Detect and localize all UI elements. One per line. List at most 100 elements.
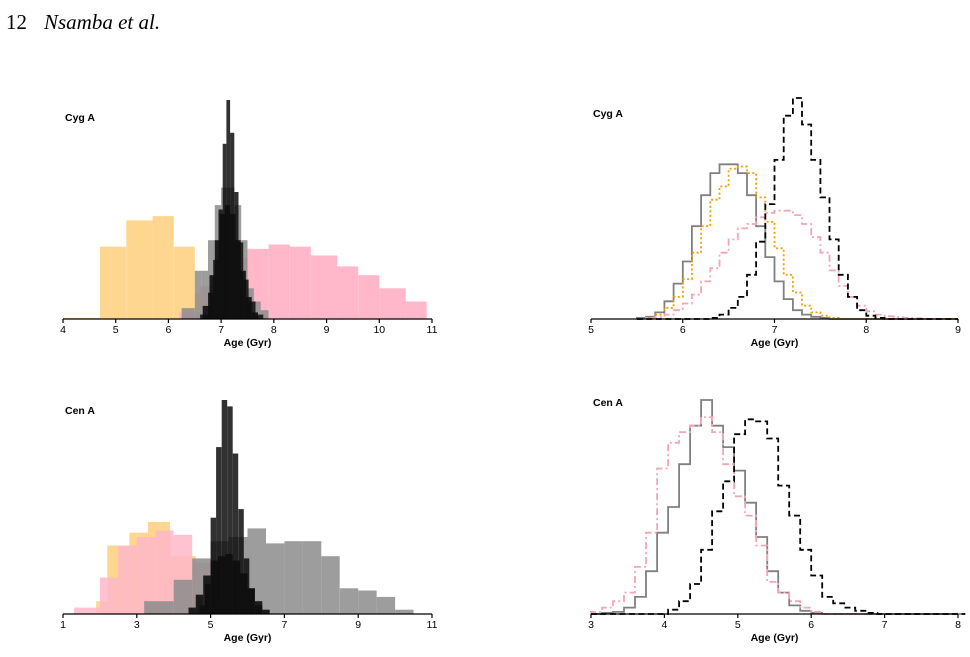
x-tick-label: 3 [134,619,140,631]
x-tick-label: 9 [955,324,961,336]
x-tick-label: 11 [427,324,438,336]
x-tick-label: 5 [208,619,214,631]
step-series-1 [591,399,966,615]
histogram-bar [74,607,100,614]
histogram-bar [230,213,236,319]
histogram-bar [152,216,174,319]
histogram-bar [339,588,359,614]
histogram-bar [173,246,195,319]
chart-title: Cen A [65,405,95,417]
histogram-bar [202,305,210,319]
step-series-3 [591,418,966,615]
running-head-authors: Nsamba et al. [44,10,161,34]
x-tick-label: 4 [60,324,66,336]
histogram-bar [136,537,156,614]
x-tick-label: 11 [427,619,438,631]
histogram-bar [284,541,303,614]
x-tick-label: 4 [661,619,667,631]
histogram-bar [379,288,406,319]
step-series-4 [636,97,958,320]
x-axis-label: Age (Gyr) [224,632,272,644]
chart-panel-2: 5 6 7 8 9 Age (Gyr) Cyg A [588,97,961,349]
histogram-bar [221,400,228,614]
histogram-bar [310,255,338,319]
x-tick-label: 6 [166,324,172,336]
histogram-bar [224,205,231,319]
histogram-bar [255,314,264,319]
histogram-bar [144,601,174,614]
x-tick-label: 8 [955,619,961,631]
x-tick-label: 1 [60,619,66,631]
histogram-bar [247,588,255,614]
histogram-bar [209,275,215,319]
histogram-bar [266,543,285,614]
x-tick-label: 7 [882,619,888,631]
step-series-1 [636,163,958,320]
histogram-bar [245,297,252,319]
x-tick-label: 6 [808,619,814,631]
histogram-bar [235,240,241,319]
histogram-bar [262,609,270,614]
histogram-bar [358,275,380,319]
page-number: 12 [6,10,27,34]
x-axis-label: Age (Gyr) [224,337,272,349]
histogram-bar [240,270,246,319]
histogram-bar [118,545,137,614]
histogram-bar [268,244,290,319]
histogram-bar [218,556,226,614]
chart-panel-3: 1 3 5 7 9 11 Age (Gyr) Cen A [60,400,438,644]
page-header: 12 Nsamba et al. [0,0,970,50]
x-tick-label: 3 [588,619,594,631]
x-tick-label: 10 [373,324,385,336]
histogram-bar [232,560,241,614]
histogram-bar [194,270,202,319]
x-tick-label: 6 [680,324,686,336]
chart-title: Cyg A [593,108,623,120]
x-tick-label: 7 [281,619,287,631]
x-tick-label: 8 [863,324,869,336]
histogram-bar [337,266,359,319]
x-tick-label: 8 [271,324,277,336]
histogram-bar [232,453,239,614]
histogram-bar [214,240,220,319]
histogram-bar [188,607,196,614]
histogram-bar [219,213,225,319]
histogram-bar [376,596,396,614]
histogram-bar [240,573,248,614]
x-tick-label: 9 [324,324,330,336]
x-tick-label: 7 [772,324,778,336]
histogram-bar [289,246,311,319]
histogram-bar [238,509,244,614]
histogram-bar [251,312,258,319]
histogram-bar [203,575,211,614]
histogram-bar [181,308,195,320]
histogram-series-5 [202,205,258,319]
histogram-bar [195,594,204,614]
histogram-bar [358,590,377,614]
histogram-bar [99,577,119,614]
histogram-bar [173,579,193,614]
histogram-bar [260,310,269,319]
histogram-bar [254,601,263,614]
histogram-bar [210,560,218,614]
histogram-bar [405,301,427,319]
x-tick-label: 5 [588,324,594,336]
chart-title: Cyg A [65,112,95,124]
histogram-bar [321,556,340,614]
histogram-bar [216,447,222,614]
histogram-bar [201,270,208,319]
histogram-bar [227,406,233,614]
histogram-bar [395,609,414,614]
chart-title: Cen A [593,397,623,409]
histogram-bar [126,220,153,319]
step-series-2 [636,165,958,320]
x-tick-label: 5 [735,619,741,631]
chart-panel-1: 4 5 6 7 8 9 10 11 Age (Gyr) Cyg A [60,100,438,349]
x-axis-label: Age (Gyr) [751,337,799,349]
histogram-bar [248,301,256,319]
histogram-bar [253,301,261,319]
histogram-bar [99,246,127,319]
histogram-bar [225,554,233,614]
x-tick-label: 9 [355,619,361,631]
